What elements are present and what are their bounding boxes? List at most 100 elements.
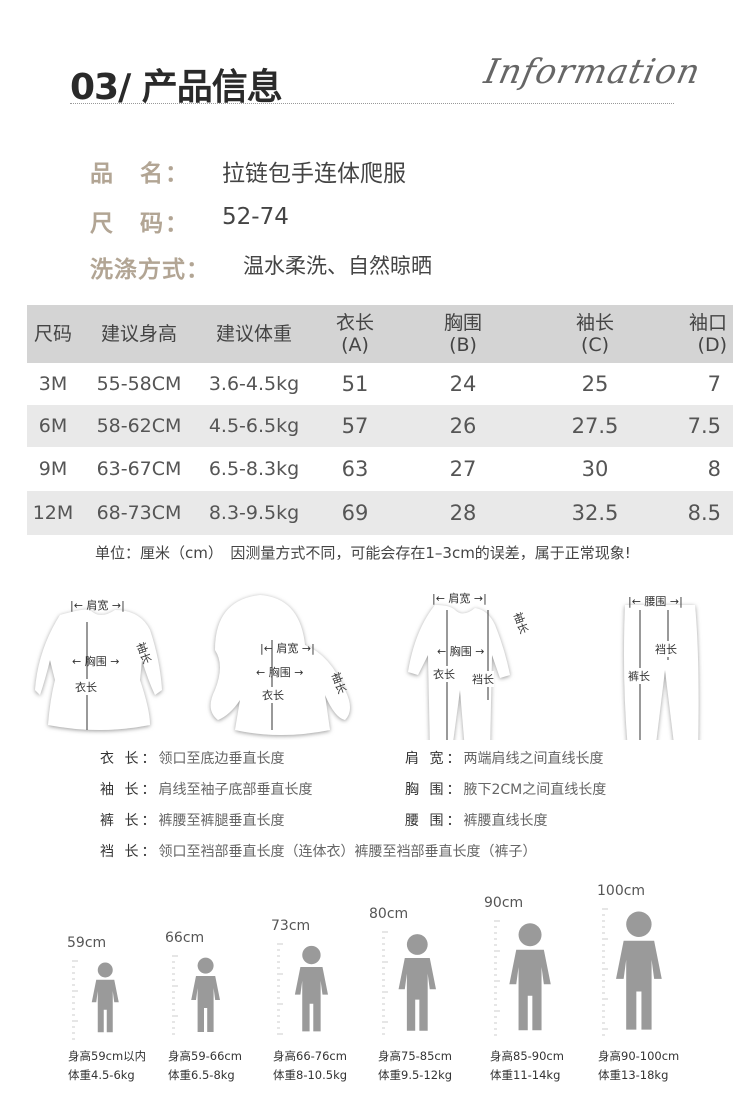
definition-item: 裤 长：裤腰至裤腿垂直长度	[100, 810, 284, 830]
divider	[70, 103, 674, 104]
kid-height-range: 身高85-90cm	[490, 1049, 564, 1063]
kid-height-range: 身高66-76cm	[273, 1049, 347, 1063]
table-cell: 4.5-6.5kg	[199, 405, 309, 447]
label-shoulder: |← 肩宽 →|	[70, 599, 125, 612]
label-chest-2: ← 胸围 →	[256, 666, 304, 679]
definition-term: 裤 长：	[100, 813, 159, 829]
col-weight: 建议体重	[199, 305, 309, 363]
size-table: 尺码 建议身高 建议体重 衣长 (A) 胸围 (B) 袖长 (C) 袖口 (D) 3M 5…	[27, 305, 733, 535]
kid-height-range: 身高59cm以内	[68, 1049, 147, 1063]
garment-diagrams	[35, 595, 699, 740]
definition-desc: 领口至裆部垂直长度（连体衣）裤腰至裆部垂直长度（裤子）	[158, 844, 537, 860]
table-cell: 25	[581, 372, 609, 396]
col-length: 衣长 (A)	[309, 305, 401, 363]
label-chest: ← 胸围 →	[72, 655, 120, 668]
label-chest-3: ← 胸围 →	[437, 645, 485, 658]
info-label-size: 尺 码：	[90, 211, 190, 237]
label-length: 衣长	[75, 679, 97, 695]
definition-term: 裆 长：	[100, 844, 159, 860]
kid-height-range: 身高75-85cm	[378, 1049, 452, 1063]
kid-silhouette-icon	[602, 908, 662, 1036]
table-cell: 3.6-4.5kg	[208, 373, 300, 395]
kid-caption: 身高59cm以内 体重4.5-6kg	[68, 1047, 146, 1085]
kid-silhouette-icon	[72, 960, 119, 1040]
info-value-name: 拉链包手连体爬服	[222, 161, 406, 187]
definition-item: 腰 围：裤腰直线长度	[405, 810, 547, 830]
label-waist: |← 腰围 →|	[628, 595, 683, 608]
definition-item: 裆 长：领口至裆部垂直长度（连体衣）裤腰至裆部垂直长度（裤子）	[100, 841, 536, 861]
table-row: 3M 55-58CM 3.6-4.5kg 51 24 25 7	[27, 363, 733, 405]
definition-desc: 裤腰直线长度	[463, 813, 548, 829]
table-cell: 6M	[27, 405, 79, 447]
table-cell: 63-67CM	[96, 458, 182, 480]
table-cell: 51	[341, 372, 369, 396]
table-cell: 8	[707, 457, 721, 481]
table-cell: 58-62CM	[79, 405, 199, 447]
table-cell: 9M	[38, 458, 68, 480]
kid-silhouette-icon	[494, 920, 551, 1036]
col-sleeve: 袖长 (C)	[525, 305, 665, 363]
col-size: 尺码	[27, 305, 79, 363]
kid-height-label: 59cm	[67, 935, 107, 951]
definition-desc: 裤腰至裤腿垂直长度	[158, 813, 285, 829]
table-cell: 7	[707, 372, 721, 396]
kid-caption: 身高90-100cm 体重13-18kg	[598, 1047, 679, 1085]
table-cell: 3M	[38, 373, 68, 395]
table-row: 6M 58-62CM 4.5-6.5kg 57 26 27.5 7.5	[27, 405, 733, 447]
label-length-3: 衣长	[433, 666, 455, 682]
label-pants: 裤长	[628, 668, 650, 684]
table-cell: 32.5	[525, 491, 665, 535]
kid-height-label: 66cm	[165, 930, 205, 946]
definition-item: 胸 围：腋下2CM之间直线长度	[405, 779, 606, 799]
kid-caption: 身高59-66cm 体重6.5-8kg	[168, 1047, 242, 1085]
table-cell: 8.3-9.5kg	[199, 491, 309, 535]
definition-item: 衣 长：领口至底边垂直长度	[100, 748, 284, 768]
definition-term: 肩 宽：	[405, 751, 464, 767]
pants-silhouette	[624, 605, 699, 740]
definition-desc: 领口至底边垂直长度	[158, 751, 285, 767]
table-row: 9M 63-67CM 6.5-8.3kg 63 27 30 8	[27, 447, 733, 491]
definition-item: 肩 宽：两端肩线之间直线长度	[405, 748, 603, 768]
kid-caption: 身高85-90cm 体重11-14kg	[490, 1047, 564, 1085]
table-cell: 55-58CM	[96, 373, 182, 395]
kid-weight-range: 体重11-14kg	[490, 1068, 561, 1082]
table-cell: 27.5	[525, 405, 665, 447]
info-label-wash: 洗涤方式：	[90, 257, 210, 283]
kid-height-range: 身高90-100cm	[598, 1049, 680, 1063]
definition-desc: 两端肩线之间直线长度	[463, 751, 604, 767]
label-length-2: 衣长	[262, 687, 284, 703]
col-cuff: 袖口 (D)	[665, 305, 733, 363]
definition-desc: 肩线至袖子底部垂直长度	[158, 782, 313, 798]
table-cell: 8.5	[665, 491, 733, 535]
label-crotch-3: 裆长	[472, 671, 494, 687]
kid-height-label: 100cm	[597, 883, 646, 899]
kid-height-label: 73cm	[271, 918, 311, 934]
page-title: 03/ 产品信息	[70, 67, 283, 108]
kid-silhouette-icon	[277, 943, 328, 1035]
kid-silhouette-icon	[382, 931, 436, 1035]
table-cell: 6.5-8.3kg	[208, 458, 300, 480]
table-cell: 27	[449, 457, 477, 481]
table-cell: 28	[401, 491, 525, 535]
table-cell: 26	[401, 405, 525, 447]
kid-caption: 身高75-85cm 体重9.5-12kg	[378, 1047, 452, 1085]
kid-weight-range: 体重4.5-6kg	[68, 1068, 135, 1082]
definition-term: 衣 长：	[100, 751, 159, 767]
kid-silhouette-icon	[172, 955, 220, 1035]
hoodie-silhouette	[210, 595, 350, 735]
info-value-wash: 温水柔洗、自然晾晒	[243, 254, 432, 278]
table-cell: 7.5	[665, 405, 733, 447]
col-chest: 胸围 (B)	[401, 305, 525, 363]
table-cell: 68-73CM	[79, 491, 199, 535]
definition-term: 袖 长：	[100, 782, 159, 798]
dress-silhouette	[35, 609, 162, 730]
definition-term: 胸 围：	[405, 782, 464, 798]
kid-height-label: 80cm	[369, 906, 409, 922]
label-shoulder-2: |← 肩宽 →|	[260, 642, 315, 655]
definition-item: 袖 长：肩线至袖子底部垂直长度	[100, 779, 312, 799]
romper-silhouette	[408, 605, 510, 740]
kid-weight-range: 体重9.5-12kg	[378, 1068, 453, 1082]
info-value-size: 52-74	[222, 204, 289, 230]
definition-desc: 腋下2CM之间直线长度	[463, 782, 607, 798]
table-note: 单位：厘米（cm） 因测量方式不同，可能会存在1–3cm的误差，属于正常现象!	[95, 544, 631, 562]
